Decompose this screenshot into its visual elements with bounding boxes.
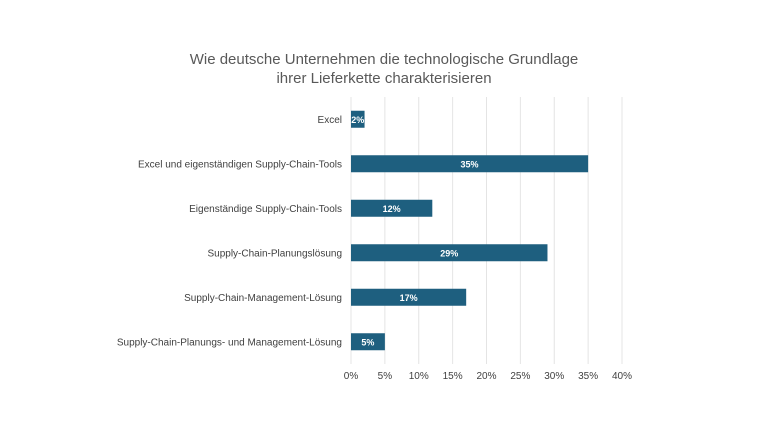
bar-2 (351, 199, 433, 217)
x-tick-label: 0% (344, 371, 359, 382)
x-tick-label: 20% (476, 371, 496, 382)
category-label: Eigenständige Supply-Chain-Tools (189, 204, 342, 215)
x-tick-label: 40% (612, 371, 632, 382)
x-tick-label: 5% (378, 371, 393, 382)
x-tick-label: 15% (443, 371, 463, 382)
category-label: Excel (318, 115, 342, 126)
data-label: 12% (383, 204, 401, 214)
category-label: Supply-Chain-Planungs- und Management-Lö… (117, 337, 342, 348)
x-tick-label: 10% (409, 371, 429, 382)
data-label: 35% (461, 159, 479, 169)
bar-0 (351, 110, 365, 128)
x-tick-label: 35% (578, 371, 598, 382)
x-tick-label: 30% (544, 371, 564, 382)
data-label: 29% (440, 248, 458, 258)
category-label: Supply-Chain-Management-Lösung (184, 293, 342, 304)
data-label: 17% (400, 293, 418, 303)
data-label: 2% (351, 115, 364, 125)
data-label: 5% (361, 337, 374, 347)
category-label: Supply-Chain-Planungslösung (207, 248, 342, 259)
bar-1 (351, 155, 589, 173)
chart-title-line-1: Wie deutsche Unternehmen die technologis… (189, 51, 579, 68)
bar-3 (351, 244, 548, 262)
category-label: Excel und eigenständigen Supply-Chain-To… (138, 159, 342, 170)
bar-4 (351, 288, 467, 306)
chart-title-line-2: ihrer Lieferkette charakterisieren (276, 70, 492, 87)
bar-5 (351, 333, 385, 351)
x-tick-label: 25% (510, 371, 530, 382)
